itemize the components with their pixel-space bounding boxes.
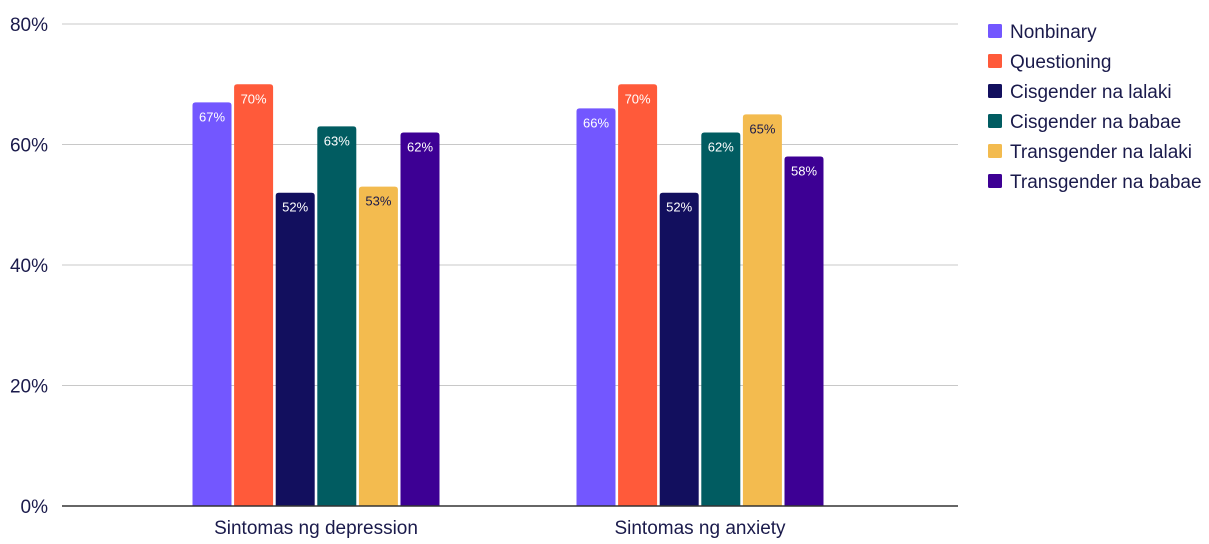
y-tick-label: 60% [10, 136, 48, 157]
x-category-label: Sintomas ng anxiety [614, 518, 786, 539]
bar [742, 114, 782, 506]
bar-data-label: 65% [749, 121, 775, 136]
legend-label: Transgender na babae [1010, 172, 1202, 193]
bar [784, 156, 824, 507]
bar-data-label: 66% [583, 115, 609, 130]
bar-data-label: 62% [708, 139, 734, 154]
bar [618, 84, 658, 506]
bar [192, 102, 232, 506]
legend-label: Transgender na lalaki [1010, 142, 1192, 163]
bar-data-labels: 67% 70% 52% 63% 53% 62% 66% 70% 52% 62% 65% 58% [199, 91, 817, 214]
legend-swatch [988, 54, 1002, 68]
x-category-label: Sintomas ng depression [214, 518, 418, 539]
y-axis-tick-labels: 0% 20% 40% 60% 80% [10, 15, 48, 518]
bar [659, 192, 699, 506]
bar [576, 108, 616, 506]
bar-data-label: 70% [625, 91, 651, 106]
legend-label: Cisgender na lalaki [1010, 82, 1172, 103]
bar-data-label: 63% [324, 133, 350, 148]
x-axis-category-labels: Sintomas ng depression Sintomas ng anxiet… [214, 518, 786, 539]
legend-swatch [988, 84, 1002, 98]
legend-label: Cisgender na babae [1010, 112, 1181, 133]
y-tick-label: 0% [21, 497, 49, 518]
bar-data-label: 58% [791, 164, 817, 179]
legend-label: Questioning [1010, 52, 1111, 73]
bar-data-label: 53% [365, 194, 391, 209]
bar [317, 126, 357, 507]
bar [234, 84, 274, 506]
bars [192, 84, 824, 507]
legend-swatch [988, 174, 1002, 188]
bar-data-label: 52% [282, 200, 308, 215]
legend-swatch [988, 24, 1002, 38]
bar-data-label: 62% [407, 139, 433, 154]
y-tick-label: 20% [10, 377, 48, 398]
bar-data-label: 52% [666, 200, 692, 215]
bar [400, 132, 440, 506]
legend-label: Nonbinary [1010, 22, 1097, 43]
bar-data-label: 70% [241, 91, 267, 106]
legend-swatch [988, 144, 1002, 158]
bar [701, 132, 741, 506]
bar-data-label: 67% [199, 109, 225, 124]
y-tick-label: 40% [10, 256, 48, 277]
bar [358, 186, 398, 507]
legend-swatch [988, 114, 1002, 128]
legend: Nonbinary Questioning Cisgender na lalaki C… [988, 22, 1202, 193]
y-tick-label: 80% [10, 15, 48, 36]
bar [275, 192, 315, 506]
